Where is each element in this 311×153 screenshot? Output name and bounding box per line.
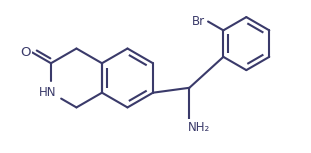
- Text: O: O: [20, 46, 30, 59]
- Text: NH₂: NH₂: [188, 121, 210, 134]
- Text: HN: HN: [39, 86, 57, 99]
- Text: Br: Br: [192, 15, 205, 28]
